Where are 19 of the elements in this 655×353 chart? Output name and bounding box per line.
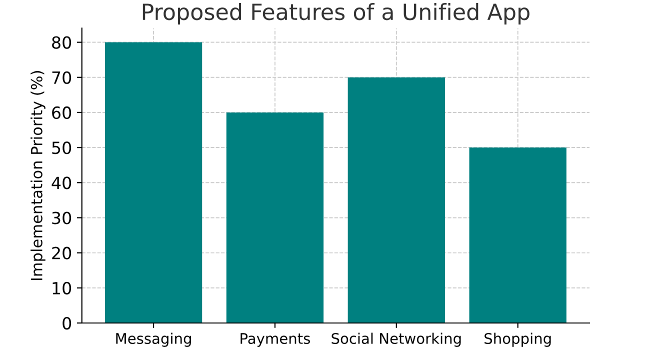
y-tick-label: 40 [52,176,72,190]
y-tick-label: 0 [62,316,72,330]
x-tick-label: Payments [240,333,310,347]
chart-title: Proposed Features of a Unified App [142,3,530,25]
x-tick-label: Social Networking [332,332,461,347]
bar [226,112,324,323]
x-tick-label: Messaging [116,332,191,347]
bar [469,148,566,323]
y-tick-label: 80 [52,36,72,49]
bar [104,42,202,323]
y-axis-title: Implementation Priority (%) [30,71,46,280]
y-tick-label: 30 [52,212,72,224]
y-tick-label: 20 [52,246,72,260]
y-tick-label: 10 [52,282,72,294]
y-tick-label: 70 [52,71,72,84]
bar [348,77,445,323]
y-tick-label: 50 [52,142,72,154]
y-tick-label: 60 [52,106,72,120]
x-tick-label: Shopping [484,332,551,347]
